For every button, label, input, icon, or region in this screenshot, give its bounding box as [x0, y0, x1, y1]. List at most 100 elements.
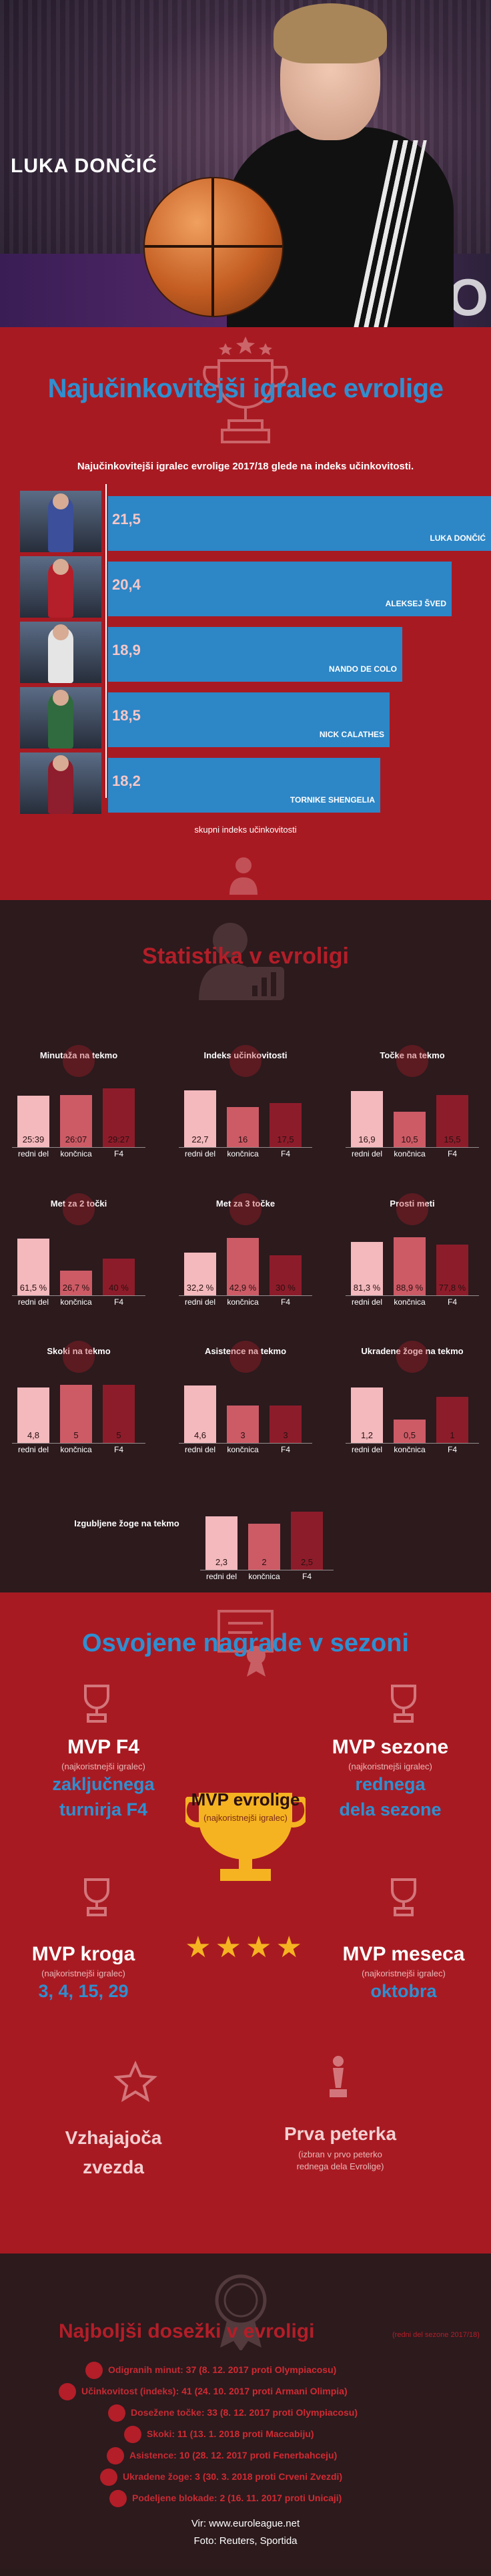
bar-value: 15,5 [444, 1134, 461, 1144]
category-label: končnica [394, 1149, 426, 1158]
source-credit: Vir: www.euroleague.net [191, 2518, 300, 2529]
bar-value: 61,5 % [19, 1283, 47, 1293]
chart-bar: 3 [270, 1406, 302, 1443]
trophy-icon [391, 1878, 416, 1916]
chart-bar: 0,5 [394, 1420, 426, 1443]
ranking-row: 18,2 TORNIKE SHENGELIA [20, 753, 491, 814]
award-sub: (izbran v prvo peterko rednega dela Evro… [296, 2149, 384, 2171]
player-photo [20, 622, 101, 683]
record-row: Podeljene blokade: 2 (16. 11. 2017 proti… [0, 2489, 491, 2509]
chart-title: Met za 2 točki [50, 1199, 107, 1209]
chart-bar: 32,2 % [184, 1253, 216, 1295]
trophy-icon [84, 1685, 109, 1723]
bar-value: 5 [116, 1430, 121, 1440]
chart-bar: 10,5 [394, 1112, 426, 1147]
bar-value: 26:07 [65, 1134, 87, 1144]
category-label: končnica [60, 1297, 92, 1307]
chart-title: Indeks učinkovitosti [203, 1050, 288, 1060]
category-label: F4 [302, 1572, 312, 1581]
chart-bar: 61,5 % [17, 1239, 49, 1295]
bar-value: 32,2 % [186, 1283, 214, 1293]
award-all-euroleague: Prva peterka (izbran v prvo peterko redn… [267, 2123, 414, 2173]
bar-value: 17,5 [277, 1134, 294, 1144]
record-row: Asistence: 10 (28. 12. 2017 proti Fenerb… [0, 2446, 491, 2466]
bar-value: 25:39 [22, 1134, 45, 1144]
category-label: redni del [184, 1445, 216, 1454]
bar-value: 40 % [109, 1283, 129, 1293]
bar-value: 30 % [276, 1283, 296, 1293]
chart-bar: 30 % [270, 1255, 302, 1295]
efficiency-section: Najučinkovitejši igralec evrolige Najuči… [0, 327, 491, 900]
record-value: 33 (8. 12. 2017 proti Olympiacosu) [207, 2407, 358, 2418]
basketball [143, 177, 284, 317]
award-mvp-month: MVP meseca (najkoristnejši igralec) okto… [327, 1943, 480, 2004]
category-label: redni del [351, 1445, 383, 1454]
award-mvp-euroleague: MVP evrolige (najkoristnejši igralec) [145, 1789, 346, 1823]
bar-value: 22,7 [191, 1134, 209, 1144]
category-label: redni del [17, 1149, 49, 1158]
stat-chart: Indeks učinkovitosti 22,7 redni del 16 končn… [179, 1045, 312, 1184]
record-value: 37 (8. 12. 2017 proti Olympiacosu) [185, 2364, 337, 2375]
category-label: F4 [280, 1445, 290, 1454]
ranking-value: 21,5 [112, 511, 141, 527]
chart-bar: 17,5 [270, 1103, 302, 1147]
bar-value: 88,9 % [396, 1283, 424, 1293]
bar-value: 29:27 [107, 1134, 130, 1144]
chart-bar: 1 [436, 1397, 468, 1443]
ranking-bar [108, 496, 491, 551]
bar-value: 3 [283, 1430, 288, 1440]
category-label: F4 [113, 1149, 123, 1158]
chart-bar: 4,8 [17, 1387, 49, 1443]
section-title: Najučinkovitejši igralec evrolige [47, 374, 444, 403]
award-sub: (najkoristnejši igralec) [203, 1813, 288, 1823]
player-name: NANDO DE COLO [329, 664, 397, 674]
player-photo [20, 556, 101, 618]
stat-icon [63, 1045, 95, 1077]
record-label: Ukradene žoge: [123, 2471, 193, 2482]
category-label: F4 [113, 1297, 123, 1307]
medal-icon [185, 1793, 306, 1881]
ranking-row: 21,5 LUKA DONČIĆ [20, 491, 491, 552]
category-label: redni del [17, 1297, 49, 1307]
bar-value: 1,2 [360, 1430, 374, 1440]
record-icon [107, 2447, 124, 2464]
player-name: ALEKSEJ ŠVED [385, 599, 446, 608]
record-label: Doseženе točke: [131, 2407, 205, 2418]
category-label: končnica [227, 1445, 259, 1454]
ranking-bar [108, 758, 380, 813]
stat-chart: Minutaža na tekmo 25:39 redni del 26:07 konč… [12, 1045, 145, 1184]
record-row: Skoki: 11 (13. 1. 2018 proti Maccabiju) [0, 2424, 491, 2444]
bar-value: 81,3 % [353, 1283, 381, 1293]
record-label: Skoki: [147, 2428, 175, 2439]
person-icon [229, 857, 258, 895]
award-sub: (najkoristnejši igralec) [362, 1968, 446, 1978]
chart-bar: 3 [227, 1406, 259, 1443]
record-row: Odigranih minut: 37 (8. 12. 2017 proti O… [0, 2360, 491, 2380]
stat-icon [396, 1045, 428, 1077]
axis-label: skupni indeks učinkovitosti [194, 825, 297, 835]
stat-icon [229, 1193, 262, 1225]
ranking-value: 18,9 [112, 642, 141, 658]
category-label: redni del [184, 1297, 216, 1307]
category-label: končnica [60, 1445, 92, 1454]
chart-baseline [179, 1443, 312, 1444]
ranking-row: 18,9 NANDO DE COLO [20, 622, 491, 683]
award-title: MVP kroga [31, 1943, 135, 1965]
chart-bar: 88,9 % [394, 1237, 426, 1295]
award-title: MVP evrolige [191, 1789, 300, 1809]
section-title: Statistika v evroligi [142, 943, 349, 969]
chart-title: Izgubljene žoge na tekmo [74, 1518, 179, 1528]
category-label: F4 [447, 1297, 457, 1307]
chart-title: Met za 3 točke [215, 1199, 276, 1209]
ranking-value: 18,5 [112, 707, 141, 724]
chart-bar: 4,6 [184, 1385, 216, 1443]
player-photo [20, 491, 101, 552]
award-detail: oktobra [370, 1981, 437, 2001]
category-label: redni del [351, 1149, 383, 1158]
award-mvp-season: MVP sezone (najkoristnejši igralec) redn… [314, 1736, 467, 1822]
chart-bar: 77,8 % [436, 1245, 468, 1295]
certificate-icon [217, 1610, 274, 1677]
record-value: 2 (16. 11. 2017 proti Unicaji) [219, 2493, 342, 2503]
record-value: 41 (24. 10. 2017 proti Armani Olimpia) [181, 2386, 348, 2396]
stat-icon [396, 1341, 428, 1373]
